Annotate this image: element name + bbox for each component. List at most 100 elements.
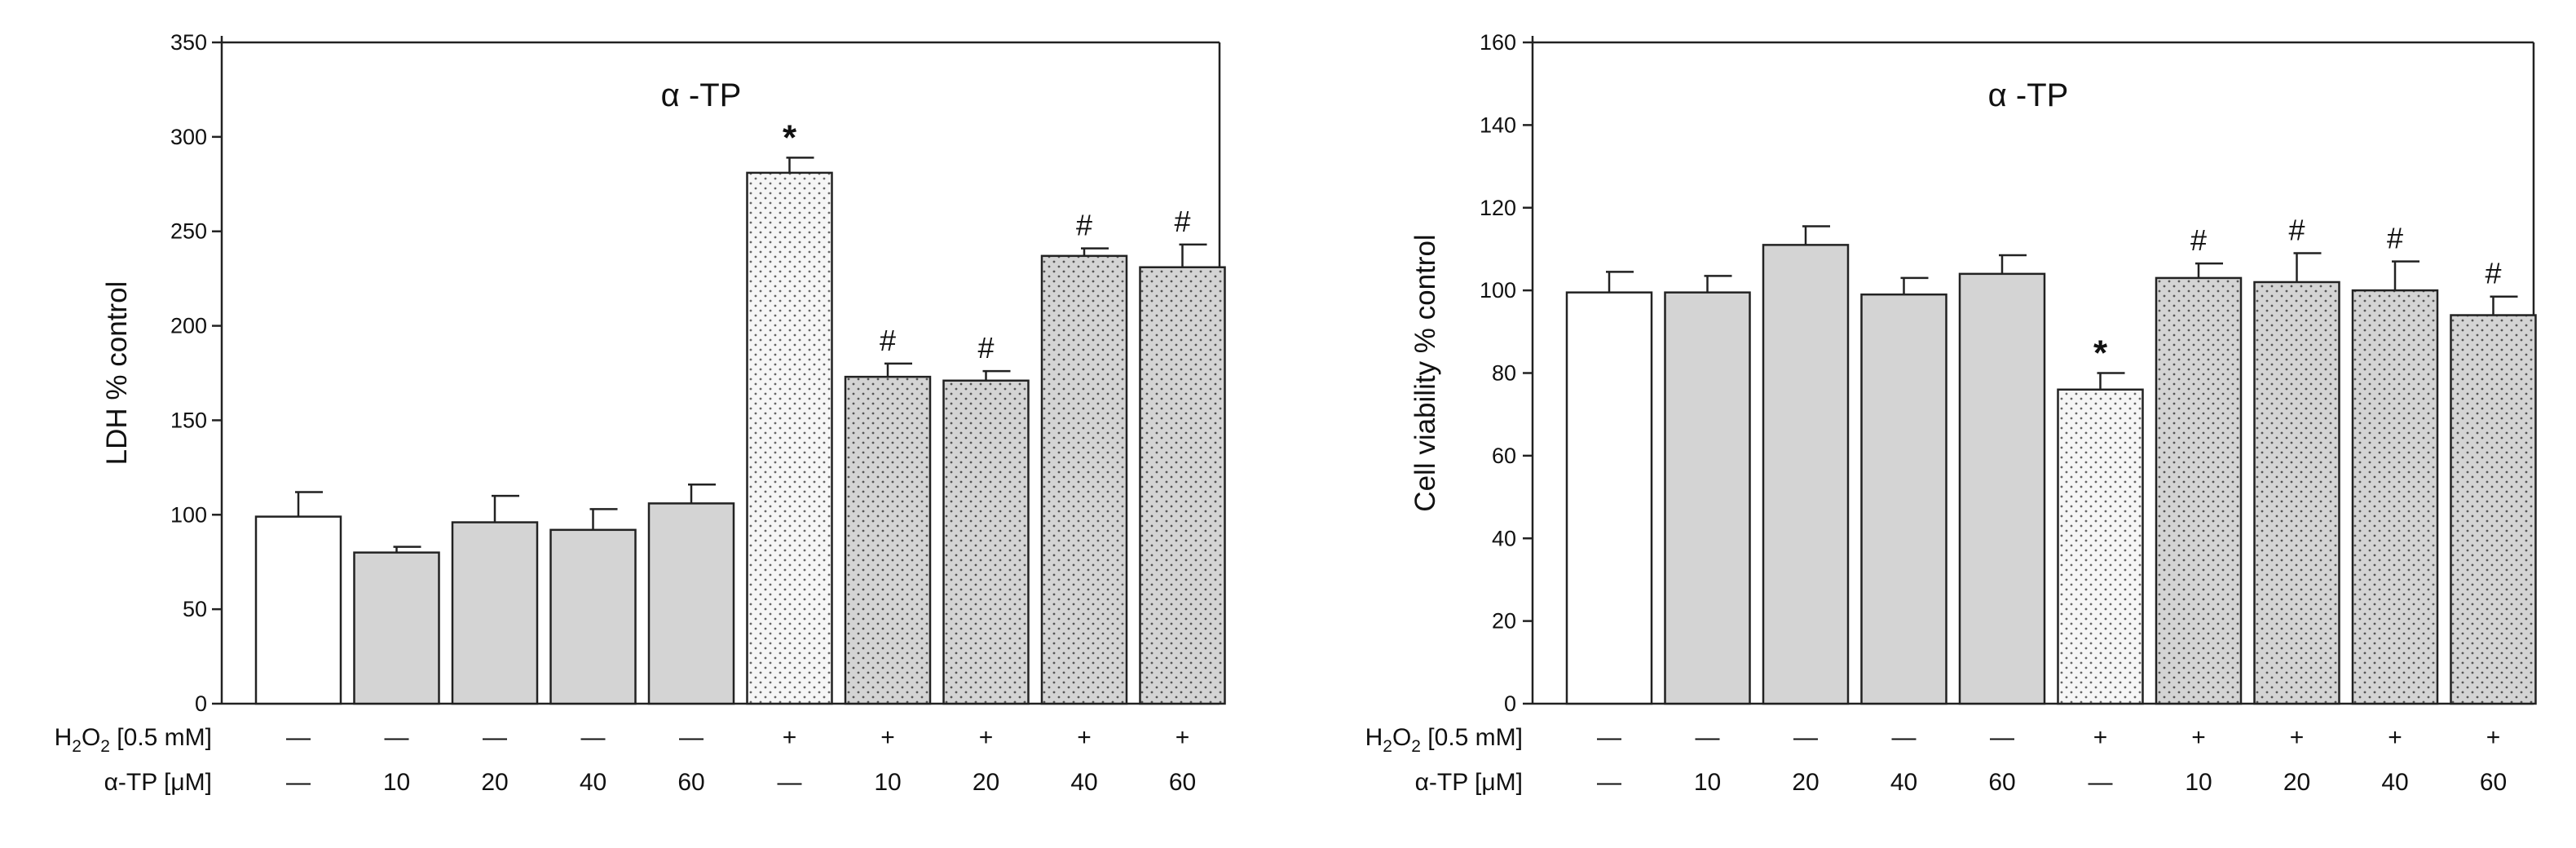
viability-y-tick-label: 20 bbox=[1492, 609, 1516, 634]
viability-tp-cell: 20 bbox=[1792, 769, 1819, 796]
viability-h2o2-cell: + bbox=[2388, 724, 2402, 751]
ldh-h2o2-label-part: H bbox=[55, 724, 73, 751]
ldh-y-tick-label: 100 bbox=[170, 502, 207, 527]
ldh-h2o2-label-part: [0.5 mM] bbox=[110, 724, 212, 751]
ldh-tp-cell: 40 bbox=[1070, 769, 1097, 796]
viability-tp-cell: 10 bbox=[2185, 769, 2212, 796]
viability-y-tick-label: 80 bbox=[1492, 361, 1516, 386]
ldh-significance-mark: # bbox=[1174, 205, 1190, 238]
ldh-h2o2-label-part: O bbox=[82, 724, 100, 751]
ldh-bar bbox=[844, 375, 932, 705]
cell-viability-chart: 0 20 40 60 80 100 120 140 160 Cell viability % co… bbox=[1365, 30, 2537, 796]
ldh-tp-cell: 10 bbox=[874, 769, 901, 796]
viability-h2o2-cell: — bbox=[1793, 724, 1818, 751]
ldh-tp-cell: 60 bbox=[1169, 769, 1196, 796]
ldh-y-tick-label: 200 bbox=[170, 314, 207, 338]
viability-bar bbox=[1565, 291, 1653, 705]
ldh-h2o2-cell: — bbox=[581, 724, 606, 751]
ldh-chart: 0 50 100 150 200 250 300 350 LDH % control α -TP —… bbox=[55, 30, 1226, 796]
ldh-h2o2-cell: + bbox=[979, 724, 994, 751]
ldh-y-axis-label: LDH % control bbox=[101, 281, 133, 466]
ldh-h2o2-cell: — bbox=[286, 724, 311, 751]
viability-tp-cell: 40 bbox=[2381, 769, 2408, 796]
ldh-h2o2-label-part: 2 bbox=[72, 737, 82, 756]
viability-bar bbox=[2351, 289, 2439, 705]
viability-y-tick-label: 120 bbox=[1480, 196, 1516, 220]
viability-significance-mark: * bbox=[2093, 333, 2108, 373]
viability-h2o2-label-part: 2 bbox=[1411, 737, 1421, 756]
ldh-tp-cell: — bbox=[286, 769, 311, 796]
ldh-h2o2-cell: — bbox=[385, 724, 409, 751]
viability-bar bbox=[1762, 244, 1850, 705]
viability-h2o2-cell: — bbox=[1597, 724, 1621, 751]
ldh-tp-cell: 20 bbox=[481, 769, 508, 796]
ldh-bar bbox=[451, 521, 539, 705]
viability-h2o2-cell: + bbox=[2486, 724, 2501, 751]
ldh-bar bbox=[1139, 266, 1226, 705]
ldh-y-tick-label: 50 bbox=[183, 597, 207, 621]
viability-y-tick-label: 60 bbox=[1492, 444, 1516, 468]
viability-bar bbox=[1958, 272, 2046, 705]
ldh-title: α -TP bbox=[661, 77, 742, 113]
ldh-bar bbox=[549, 528, 637, 705]
viability-bar bbox=[2057, 388, 2144, 705]
viability-h2o2-cell: — bbox=[1696, 724, 1720, 751]
viability-tp-cell: 40 bbox=[1890, 769, 1917, 796]
viability-h2o2-cell: + bbox=[2290, 724, 2305, 751]
viability-bar bbox=[1664, 291, 1751, 705]
viability-title: α -TP bbox=[1988, 77, 2069, 113]
viability-tp-cell: 20 bbox=[2283, 769, 2310, 796]
viability-y-tick-label: 160 bbox=[1480, 30, 1516, 55]
viability-tp-cell: 10 bbox=[1694, 769, 1721, 796]
ldh-h2o2-cell: + bbox=[783, 724, 797, 751]
ldh-h2o2-cell: — bbox=[483, 724, 507, 751]
ldh-h2o2-cell: — bbox=[679, 724, 704, 751]
ldh-y-tick-label: 350 bbox=[170, 30, 207, 55]
viability-bar bbox=[1860, 293, 1947, 705]
viability-y-tick-label: 140 bbox=[1480, 113, 1516, 137]
ldh-y-tick-label: 300 bbox=[170, 125, 207, 149]
viability-h2o2-cell: — bbox=[1990, 724, 2014, 751]
ldh-bar bbox=[942, 379, 1030, 705]
ldh-significance-mark: # bbox=[880, 324, 896, 357]
ldh-h2o2-cell: + bbox=[1176, 724, 1190, 751]
ldh-significance-mark: # bbox=[977, 331, 994, 364]
viability-h2o2-cell: + bbox=[2093, 724, 2108, 751]
ldh-h2o2-cell: + bbox=[1077, 724, 1092, 751]
ldh-bar bbox=[647, 502, 735, 705]
viability-significance-mark: # bbox=[2288, 214, 2305, 247]
ldh-h2o2-cell: + bbox=[880, 724, 895, 751]
ldh-bar bbox=[746, 171, 833, 705]
viability-y-tick-label: 100 bbox=[1480, 278, 1516, 303]
viability-h2o2-label-part: 2 bbox=[1383, 737, 1392, 756]
ldh-h2o2-row-label: H2O2 [0.5 mM] bbox=[55, 724, 212, 756]
viability-y-axis-label: Cell viability % control bbox=[1409, 234, 1441, 511]
ldh-tp-cell: 60 bbox=[677, 769, 704, 796]
viability-significance-mark: # bbox=[2485, 257, 2501, 290]
viability-tp-cell: 60 bbox=[2480, 769, 2507, 796]
viability-y-tick-label: 40 bbox=[1492, 526, 1516, 550]
ldh-tp-cell: 10 bbox=[383, 769, 410, 796]
ldh-significance-mark: # bbox=[1076, 209, 1092, 242]
ldh-h2o2-label-part: 2 bbox=[100, 737, 110, 756]
viability-bar bbox=[2155, 276, 2243, 705]
ldh-significance-mark: * bbox=[783, 117, 797, 157]
ldh-tp-cell: 20 bbox=[973, 769, 999, 796]
viability-h2o2-label-part: [0.5 mM] bbox=[1421, 724, 1523, 751]
viability-h2o2-cell: — bbox=[1892, 724, 1917, 751]
ldh-y-tick-label: 0 bbox=[195, 691, 207, 716]
ldh-tp-row-label: α-TP [μM] bbox=[104, 769, 212, 796]
viability-bar bbox=[2450, 314, 2537, 705]
ldh-tp-cell: — bbox=[778, 769, 802, 796]
viability-significance-mark: # bbox=[2387, 222, 2403, 255]
viability-tp-cell: — bbox=[2089, 769, 2113, 796]
viability-h2o2-cell: + bbox=[2191, 724, 2206, 751]
viability-bar bbox=[2253, 280, 2340, 705]
viability-h2o2-label-part: H bbox=[1365, 724, 1383, 751]
ldh-bar bbox=[1040, 254, 1128, 705]
ldh-bar bbox=[254, 515, 342, 705]
viability-tp-cell: 60 bbox=[1988, 769, 2015, 796]
viability-y-tick-label: 0 bbox=[1504, 691, 1516, 716]
viability-tp-row-label: α-TP [μM] bbox=[1415, 769, 1523, 796]
